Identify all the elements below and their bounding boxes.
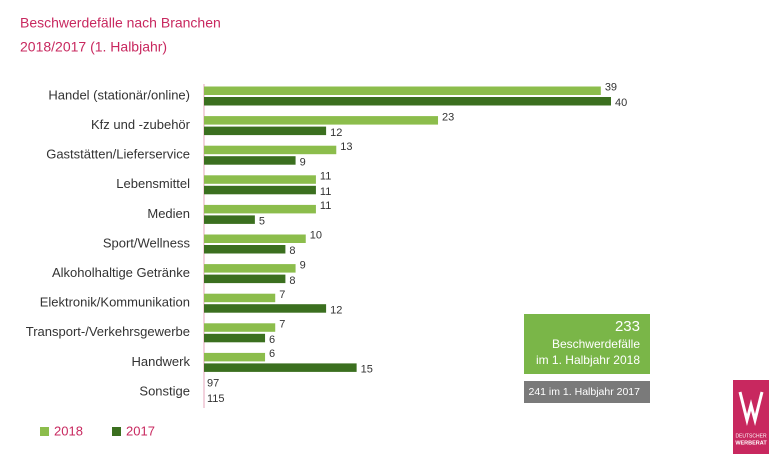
value-label: 11 bbox=[320, 186, 331, 198]
logo-mark bbox=[738, 391, 764, 426]
value-label: 40 bbox=[615, 97, 627, 109]
value-label: 97 bbox=[207, 378, 219, 390]
category-label: Elektronik/Kommunikation bbox=[40, 295, 190, 310]
value-label: 7 bbox=[279, 289, 285, 301]
value-label: 12 bbox=[330, 304, 342, 316]
value-label: 23 bbox=[442, 111, 454, 123]
value-label: 7 bbox=[279, 318, 285, 330]
value-label: 8 bbox=[289, 275, 295, 287]
chart-subtitle: 2018/2017 (1. Halbjahr) bbox=[20, 39, 167, 55]
bar bbox=[204, 145, 337, 155]
value-label: 6 bbox=[269, 348, 275, 360]
category-label: Handwerk bbox=[131, 354, 190, 369]
bar bbox=[204, 333, 266, 343]
legend-swatch bbox=[40, 427, 49, 436]
category-label: Gaststätten/Lieferservice bbox=[46, 147, 190, 162]
value-label: 13 bbox=[340, 141, 352, 153]
value-label: 15 bbox=[361, 364, 373, 376]
value-label: 8 bbox=[289, 245, 295, 257]
bar bbox=[204, 363, 357, 372]
total-2017: 241 im 1. Halbjahr 2017 bbox=[529, 386, 641, 398]
value-label: 115 bbox=[207, 393, 225, 405]
bar bbox=[204, 215, 255, 224]
category-label: Transport-/Verkehrsgewerbe bbox=[26, 324, 190, 339]
chart-title: Beschwerdefälle nach Branchen bbox=[20, 15, 221, 31]
bar bbox=[204, 304, 327, 313]
value-label: 12 bbox=[330, 127, 342, 139]
bar bbox=[204, 86, 601, 95]
legend-label: 2018 bbox=[54, 423, 83, 438]
total-box-2017 bbox=[524, 381, 650, 403]
bar bbox=[204, 323, 276, 332]
logo-text: DEUTSCHER bbox=[735, 433, 767, 439]
bar bbox=[204, 97, 611, 106]
legend-label: 2017 bbox=[126, 423, 155, 438]
logo-text: WERBERAT bbox=[735, 440, 767, 446]
category-label: Alkoholhaltige Getränke bbox=[52, 265, 190, 280]
category-label: Sport/Wellness bbox=[103, 235, 191, 250]
bar bbox=[204, 264, 296, 273]
bar bbox=[204, 293, 276, 303]
total-2018: 233 bbox=[615, 318, 640, 335]
total-2018-text: Beschwerdefälle bbox=[552, 337, 640, 351]
value-label: 5 bbox=[259, 216, 265, 228]
value-label: 6 bbox=[269, 334, 275, 346]
value-label: 39 bbox=[605, 82, 617, 94]
category-label: Sonstige bbox=[139, 383, 190, 398]
value-label: 11 bbox=[320, 200, 331, 212]
legend-swatch bbox=[112, 427, 121, 436]
bar bbox=[204, 234, 306, 243]
bar bbox=[204, 352, 266, 362]
bar bbox=[204, 245, 286, 254]
total-2018-text: im 1. Halbjahr 2018 bbox=[536, 353, 640, 367]
category-label: Handel (stationär/online) bbox=[48, 87, 190, 102]
category-label: Kfz und -zubehör bbox=[91, 117, 191, 132]
category-label: Medien bbox=[147, 206, 190, 221]
bar bbox=[204, 204, 316, 214]
bar bbox=[204, 116, 439, 125]
bar bbox=[204, 126, 327, 136]
category-label: Lebensmittel bbox=[116, 176, 190, 191]
bar bbox=[204, 274, 286, 284]
value-label: 11 bbox=[320, 170, 331, 182]
value-label: 9 bbox=[300, 156, 306, 168]
value-label: 10 bbox=[310, 230, 322, 242]
bar bbox=[204, 185, 316, 195]
bar bbox=[204, 156, 296, 165]
value-label: 9 bbox=[300, 259, 306, 271]
bar bbox=[204, 175, 316, 184]
total-box-2018 bbox=[524, 314, 650, 374]
